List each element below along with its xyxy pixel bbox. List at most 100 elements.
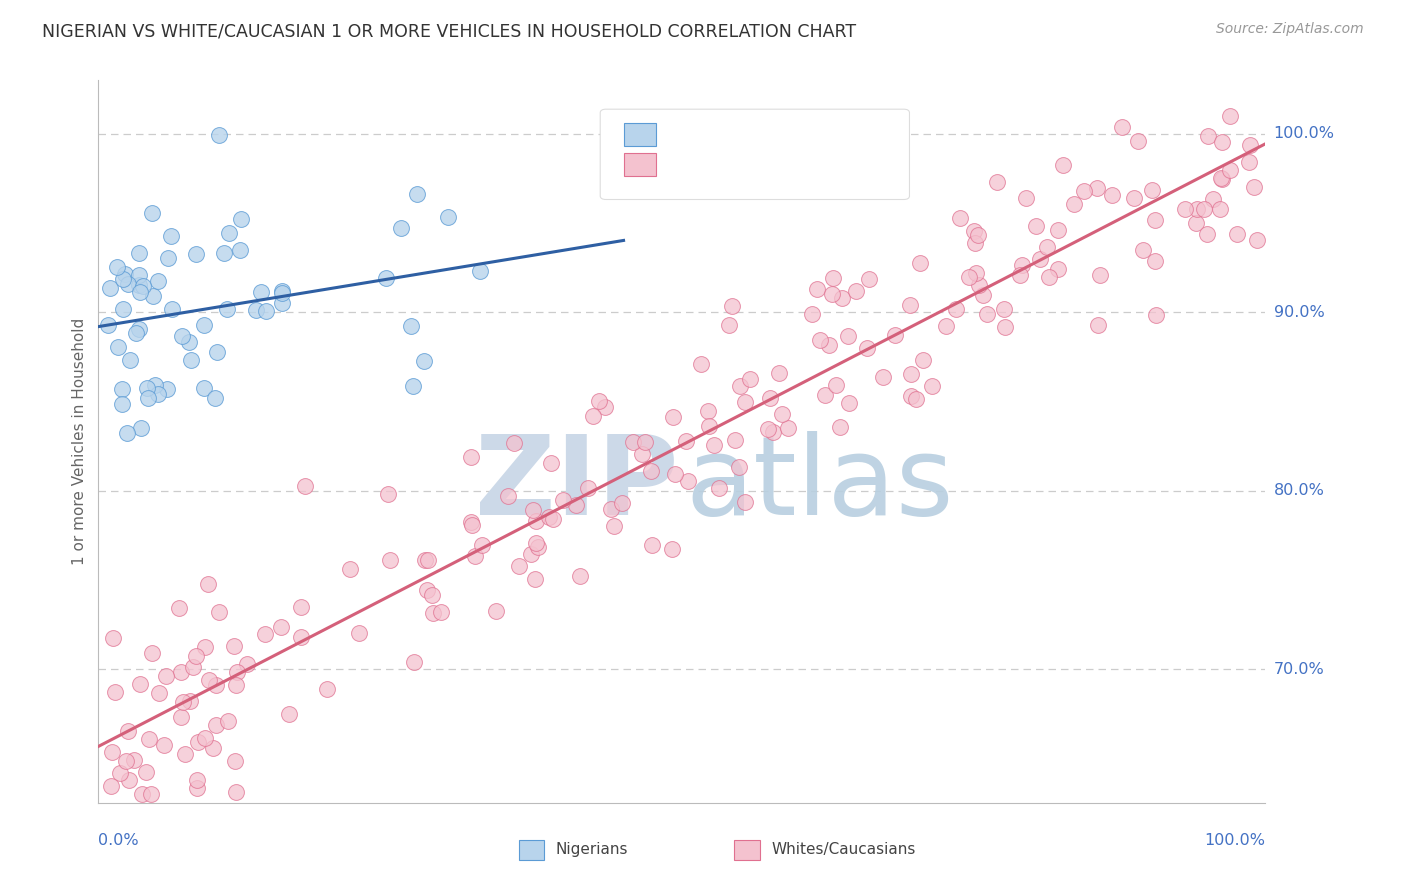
Point <box>270 620 292 634</box>
Point <box>568 568 591 582</box>
Point <box>110 382 132 396</box>
Point <box>413 553 436 567</box>
Point <box>734 395 756 409</box>
Point <box>963 236 986 251</box>
Point <box>1185 202 1208 217</box>
Point <box>967 278 990 293</box>
Point <box>186 246 208 260</box>
Point <box>173 747 195 762</box>
Bar <box>624 153 657 177</box>
Point <box>972 288 994 302</box>
Point <box>770 408 793 422</box>
Point <box>183 660 205 674</box>
Point <box>738 372 761 386</box>
Point <box>599 502 621 516</box>
Point <box>935 318 957 333</box>
Point <box>225 678 247 692</box>
Point <box>821 286 844 301</box>
Point <box>1209 202 1232 217</box>
Point <box>502 435 524 450</box>
Point <box>186 773 208 788</box>
Point <box>662 410 685 425</box>
Text: R = 0.297: R = 0.297 <box>671 126 761 144</box>
Point <box>416 553 439 567</box>
Point <box>148 387 170 401</box>
Point <box>707 481 730 495</box>
Point <box>290 599 312 614</box>
Point <box>720 299 742 313</box>
Point <box>526 540 548 554</box>
Point <box>831 291 853 305</box>
Point <box>104 685 127 699</box>
Point <box>197 577 219 591</box>
Point <box>141 787 163 801</box>
Point <box>436 210 458 224</box>
Point <box>120 352 142 367</box>
Bar <box>624 123 657 146</box>
Point <box>1243 180 1265 194</box>
Point <box>1226 227 1249 242</box>
Point <box>138 392 160 406</box>
Point <box>179 335 201 350</box>
Text: N =  59: N = 59 <box>793 126 862 144</box>
Point <box>117 425 139 440</box>
Text: 100.0%: 100.0% <box>1274 127 1334 141</box>
Point <box>114 755 136 769</box>
Point <box>1202 192 1225 206</box>
Text: 70.0%: 70.0% <box>1274 662 1324 676</box>
Point <box>588 394 610 409</box>
Point <box>128 268 150 283</box>
Text: Whites/Caucasians: Whites/Caucasians <box>772 842 917 857</box>
Point <box>675 434 697 449</box>
Point <box>270 285 292 299</box>
Text: R = 0.839: R = 0.839 <box>671 156 761 174</box>
Point <box>976 307 998 321</box>
Text: 90.0%: 90.0% <box>1274 305 1324 319</box>
Point <box>217 301 239 316</box>
Point <box>129 676 152 690</box>
Point <box>734 495 756 509</box>
Point <box>564 498 586 512</box>
Point <box>1197 227 1219 242</box>
Point <box>290 630 312 644</box>
Point <box>254 627 277 641</box>
Point <box>204 391 226 405</box>
Point <box>107 260 129 274</box>
Point <box>1101 188 1123 202</box>
Point <box>945 302 967 317</box>
Point <box>520 547 543 561</box>
Point <box>405 186 427 201</box>
Point <box>993 302 1015 317</box>
Point <box>160 301 183 316</box>
Point <box>169 601 191 615</box>
Point <box>1246 233 1268 247</box>
Point <box>821 271 844 285</box>
Point <box>485 603 508 617</box>
Point <box>114 267 136 281</box>
Point <box>117 277 139 292</box>
Point <box>1011 258 1033 272</box>
Point <box>235 657 257 671</box>
Point <box>271 295 294 310</box>
Point <box>110 396 132 410</box>
Point <box>1174 202 1197 216</box>
Point <box>593 401 616 415</box>
Point <box>898 298 921 312</box>
Point <box>1029 252 1052 266</box>
Point <box>817 338 839 352</box>
Point <box>884 327 907 342</box>
Point <box>153 738 176 752</box>
Point <box>245 303 267 318</box>
Point <box>205 718 228 732</box>
Point <box>957 270 980 285</box>
Point <box>1184 217 1206 231</box>
Point <box>1132 243 1154 257</box>
Point <box>1111 120 1133 134</box>
Point <box>661 541 683 556</box>
Point <box>1123 191 1146 205</box>
Point <box>496 489 519 503</box>
Point <box>254 304 277 318</box>
Point <box>148 686 170 700</box>
Point <box>872 369 894 384</box>
Point <box>250 285 273 299</box>
